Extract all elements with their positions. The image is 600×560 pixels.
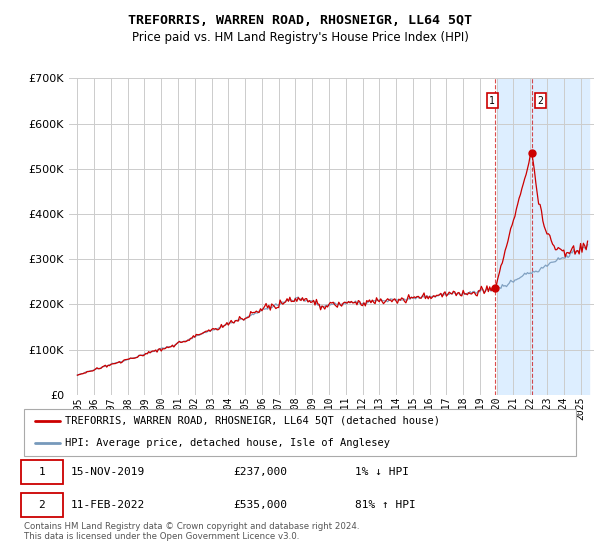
Text: 15-NOV-2019: 15-NOV-2019	[71, 467, 145, 477]
FancyBboxPatch shape	[24, 409, 576, 456]
Text: 1: 1	[489, 96, 495, 105]
Text: HPI: Average price, detached house, Isle of Anglesey: HPI: Average price, detached house, Isle…	[65, 438, 391, 448]
Text: 1: 1	[38, 467, 46, 477]
Bar	[497, 78, 589, 395]
Text: 2: 2	[538, 96, 544, 105]
Text: Price paid vs. HM Land Registry's House Price Index (HPI): Price paid vs. HM Land Registry's House …	[131, 31, 469, 44]
FancyBboxPatch shape	[21, 460, 62, 484]
Text: 81% ↑ HPI: 81% ↑ HPI	[355, 500, 416, 510]
Text: 1% ↓ HPI: 1% ↓ HPI	[355, 467, 409, 477]
Text: 2: 2	[38, 500, 46, 510]
Text: 11-FEB-2022: 11-FEB-2022	[71, 500, 145, 510]
FancyBboxPatch shape	[21, 493, 62, 517]
Text: £237,000: £237,000	[234, 467, 288, 477]
Text: TREFORRIS, WARREN ROAD, RHOSNEIGR, LL64 5QT (detached house): TREFORRIS, WARREN ROAD, RHOSNEIGR, LL64 …	[65, 416, 440, 426]
Text: Contains HM Land Registry data © Crown copyright and database right 2024.
This d: Contains HM Land Registry data © Crown c…	[24, 522, 359, 542]
Text: £535,000: £535,000	[234, 500, 288, 510]
Text: TREFORRIS, WARREN ROAD, RHOSNEIGR, LL64 5QT: TREFORRIS, WARREN ROAD, RHOSNEIGR, LL64 …	[128, 14, 472, 27]
